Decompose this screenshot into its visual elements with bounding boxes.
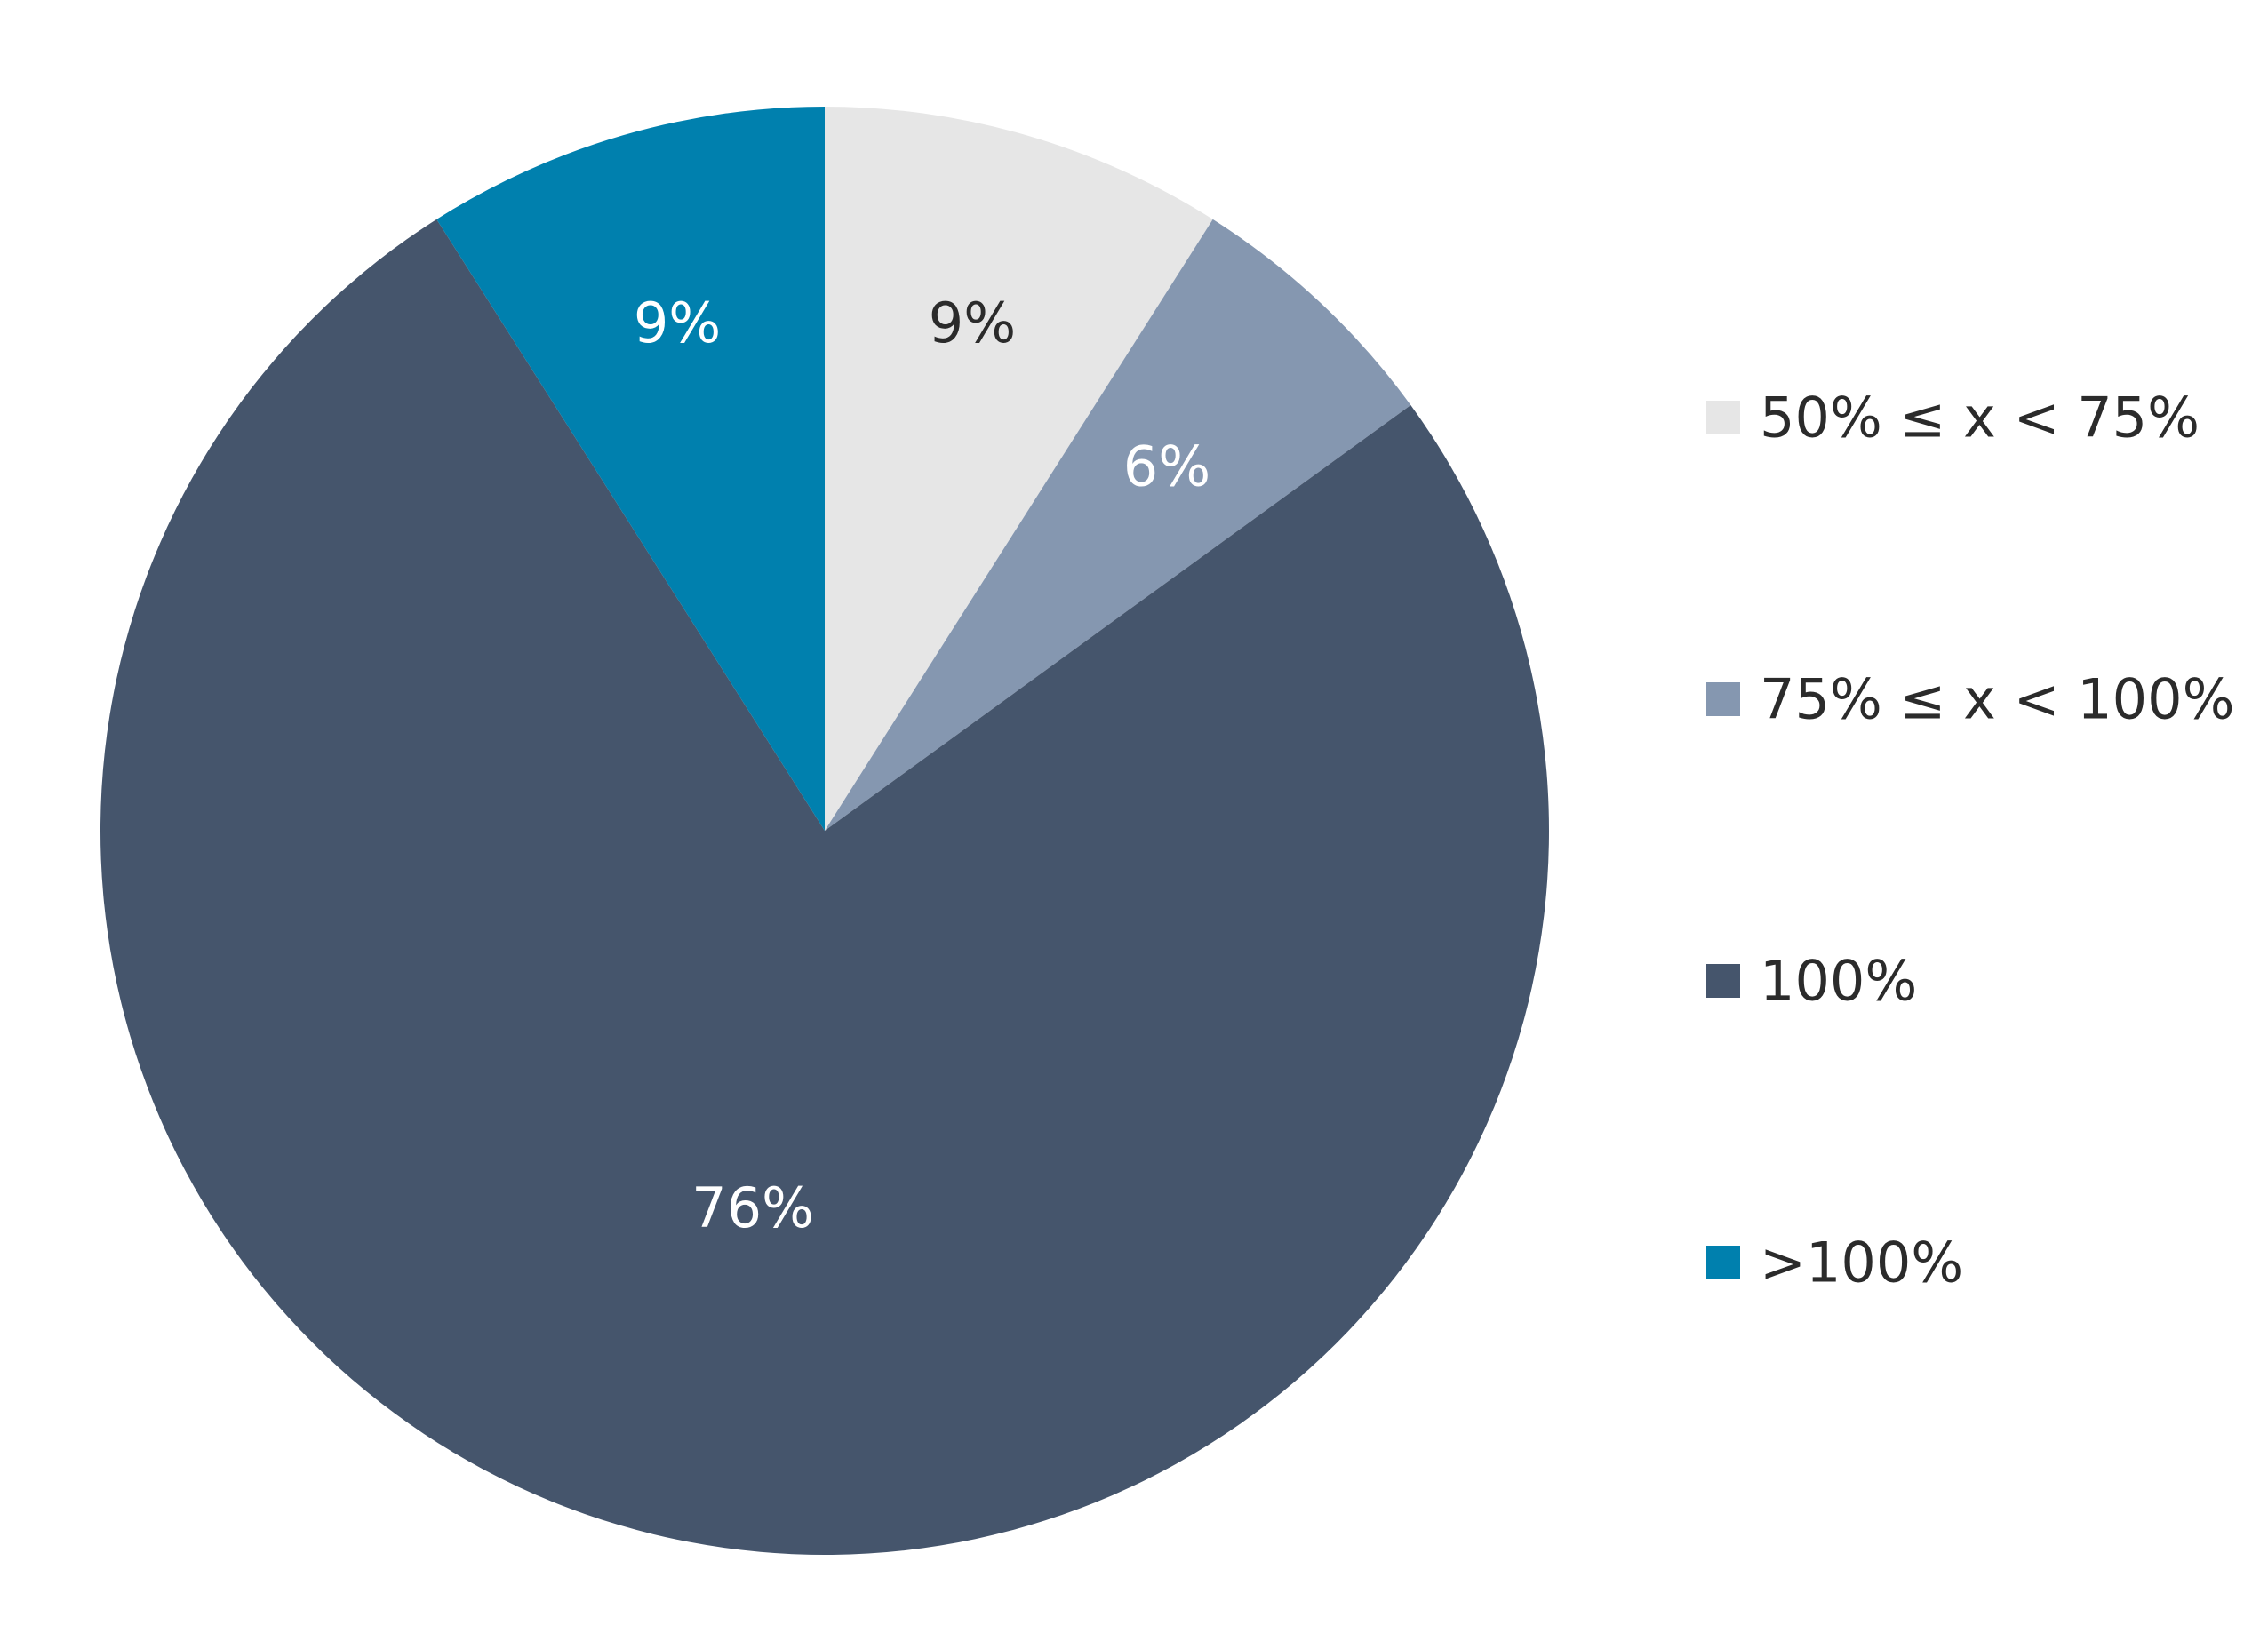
pie-slice: [100, 219, 1549, 1555]
legend-swatch: [1706, 401, 1740, 434]
legend-swatch: [1706, 682, 1740, 716]
pie-slice-label: 9%: [634, 291, 721, 355]
pie-slice: [436, 107, 825, 831]
pie-slice: [825, 107, 1213, 831]
legend-label: 100%: [1760, 949, 1917, 1014]
pie-slice-label: 76%: [691, 1175, 814, 1240]
pie-slices: [100, 107, 1549, 1555]
legend-label: >100%: [1760, 1231, 1963, 1295]
legend-label: 75% ≤ x < 100%: [1760, 667, 2234, 732]
pie-slice-labels: 9% 6% 76% 9%: [634, 291, 1210, 1240]
pie-slice-label: 6%: [1123, 434, 1210, 499]
legend-swatch: [1706, 1246, 1740, 1279]
legend-label: 50% ≤ x < 75%: [1760, 386, 2200, 450]
pie-slice-label: 9%: [929, 291, 1016, 355]
pie-slice: [825, 219, 1411, 831]
legend: 50% ≤ x < 75% 75% ≤ x < 100% 100% >100%: [1706, 386, 2234, 1295]
legend-swatch: [1706, 964, 1740, 998]
